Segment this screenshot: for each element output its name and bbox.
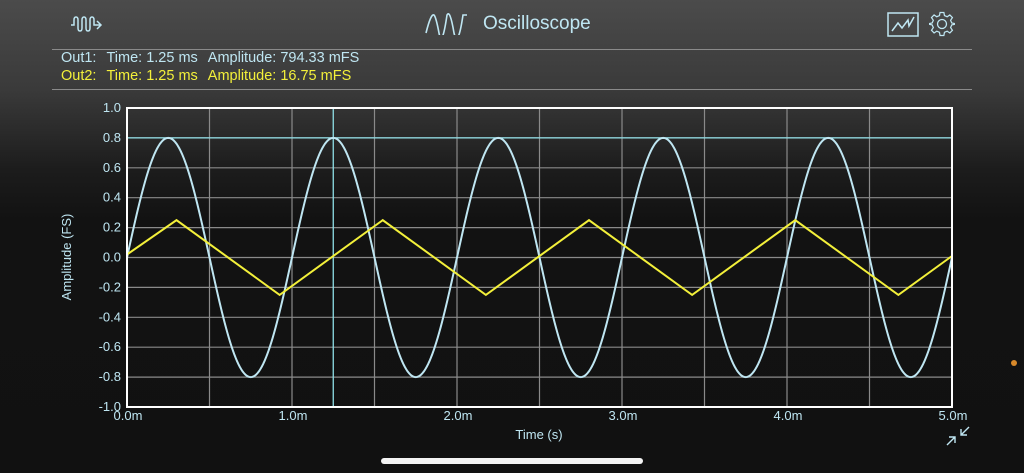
out2-channel-label: Out2: — [61, 68, 97, 84]
y-tick-label: 0.0 — [103, 250, 121, 265]
sine-wave-icon — [425, 13, 467, 35]
out2-trace — [126, 218, 953, 297]
collapse-arrows-icon[interactable] — [945, 425, 971, 447]
readout-divider — [52, 89, 972, 90]
status-indicator-dot — [1011, 360, 1017, 366]
home-indicator[interactable] — [381, 458, 643, 464]
x-axis-label: Time (s) — [515, 427, 562, 442]
out1-readout: Out1: Time: 1.25 ms Amplitude: 794.33 mFS — [61, 50, 369, 66]
x-tick-label: 5.0m — [939, 408, 968, 423]
waveform-arrow-icon[interactable] — [70, 14, 104, 34]
y-tick-label: -1.0 — [99, 399, 121, 414]
x-tick-label: 4.0m — [774, 408, 803, 423]
out1-amplitude: Amplitude: 794.33 mFS — [207, 50, 360, 66]
header-divider — [52, 49, 972, 50]
y-tick-label: -0.4 — [99, 309, 121, 324]
app-title: Oscilloscope — [425, 10, 591, 38]
y-tick-label: 0.6 — [103, 160, 121, 175]
chart-view-icon[interactable] — [887, 12, 919, 37]
out1-time: Time: 1.25 ms — [106, 50, 198, 66]
y-tick-label: -0.8 — [99, 369, 121, 384]
x-tick-label: 0.0m — [114, 408, 143, 423]
x-axis-ticks: 0.0m 1.0m 2.0m 3.0m 4.0m 5.0m — [114, 408, 968, 423]
out2-readout: Out2: Time: 1.25 ms Amplitude: 16.75 mFS — [61, 68, 361, 84]
out2-time: Time: 1.25 ms — [106, 68, 198, 84]
y-axis-label: Amplitude (FS) — [59, 214, 74, 301]
gear-icon[interactable] — [928, 11, 956, 37]
x-tick-label: 2.0m — [444, 408, 473, 423]
y-tick-label: 1.0 — [103, 100, 121, 115]
out1-trace — [126, 136, 953, 379]
y-axis-ticks: 1.0 0.8 0.6 0.4 0.2 0.0 -0.2 -0.4 -0.6 -0.8 -1.0 — [99, 100, 121, 414]
out2-amplitude: Amplitude: 16.75 mFS — [207, 68, 352, 84]
y-tick-label: 0.4 — [103, 190, 121, 205]
y-tick-label: -0.6 — [99, 339, 121, 354]
x-tick-label: 1.0m — [279, 408, 308, 423]
out1-channel-label: Out1: — [61, 50, 97, 66]
plot-frame — [126, 107, 953, 408]
y-tick-label: 0.8 — [103, 130, 121, 145]
page-title: Oscilloscope — [483, 13, 591, 34]
x-tick-label: 3.0m — [609, 408, 638, 423]
y-tick-label: -0.2 — [99, 279, 121, 294]
y-tick-label: 0.2 — [103, 220, 121, 235]
